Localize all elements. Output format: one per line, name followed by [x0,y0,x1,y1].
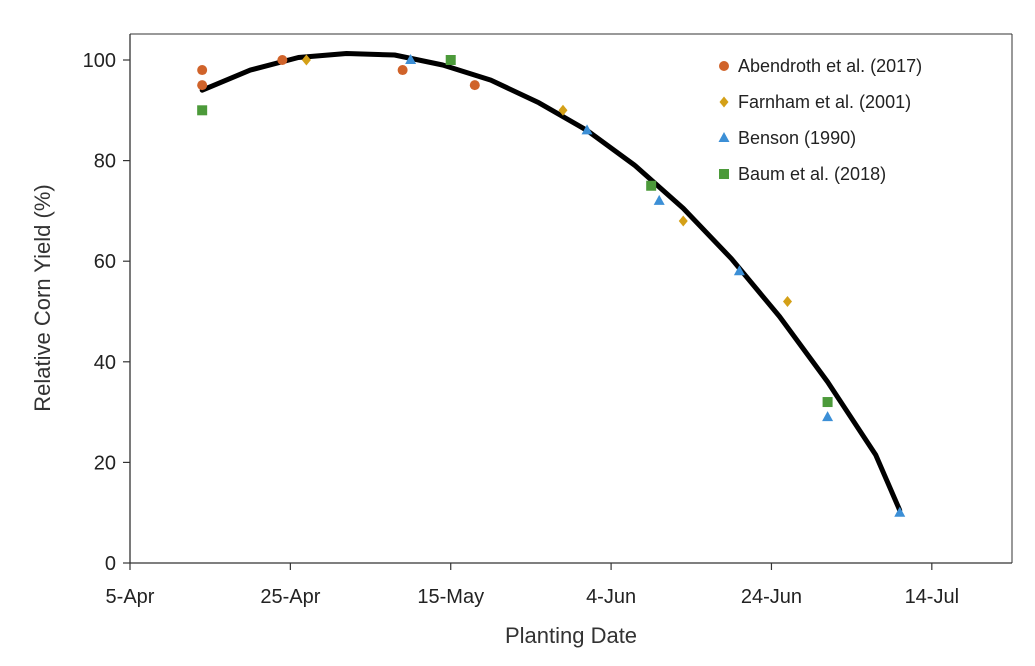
data-point-square [646,180,657,191]
x-tick-label: 14-Jul [905,586,959,608]
data-point-diamond [782,295,792,307]
y-tick-label: 60 [94,251,116,273]
data-point-triangle [733,265,745,276]
data-point-triangle [581,124,593,135]
x-tick-label: 25-Apr [260,586,320,608]
data-point-diamond [678,215,688,227]
legend-label: Baum et al. (2018) [738,164,886,184]
y-tick-label: 0 [105,553,116,575]
y-axis-ticks: 0 20 40 60 80 100 [83,50,130,575]
legend: Abendroth et al. (2017) Farnham et al. (2… [718,56,922,184]
x-axis-ticks: 5-Apr 25-Apr 15-May 4-Jun 24-Jun 14-Jul [106,563,959,608]
x-axis-title: Planting Date [505,623,637,648]
y-tick-label: 20 [94,452,116,474]
legend-label: Benson (1990) [738,128,856,148]
data-point-circle [397,65,408,76]
y-tick-label: 40 [94,352,116,374]
data-point-triangle [653,194,665,205]
x-tick-label: 15-May [417,586,484,608]
data-point-triangle [894,506,906,517]
legend-marker-circle [719,61,729,71]
trendline [199,51,903,513]
data-point-square [445,55,456,65]
data-point-diamond [301,54,311,66]
y-tick-label: 100 [83,50,116,72]
legend-marker-triangle [718,132,730,142]
y-axis-title: Relative Corn Yield (%) [30,184,55,411]
data-point-circle [277,55,288,65]
data-point-circle [197,65,208,76]
legend-marker-square [719,169,729,179]
data-point-circle [469,80,480,91]
data-point-square [822,397,833,408]
data-point-circle [197,80,208,91]
data-point-triangle [405,54,417,64]
data-point-diamond [558,104,568,116]
data-point-square [197,105,208,116]
x-tick-label: 24-Jun [741,586,802,608]
axes [129,33,1013,564]
x-tick-label: 5-Apr [106,586,155,608]
legend-marker-diamond [719,96,729,108]
legend-label: Farnham et al. (2001) [738,92,911,112]
legend-label: Abendroth et al. (2017) [738,56,922,76]
y-tick-label: 80 [94,151,116,173]
trendline-group [199,51,903,513]
data-points [197,54,906,517]
x-tick-label: 4-Jun [586,586,636,608]
data-point-triangle [822,411,834,422]
